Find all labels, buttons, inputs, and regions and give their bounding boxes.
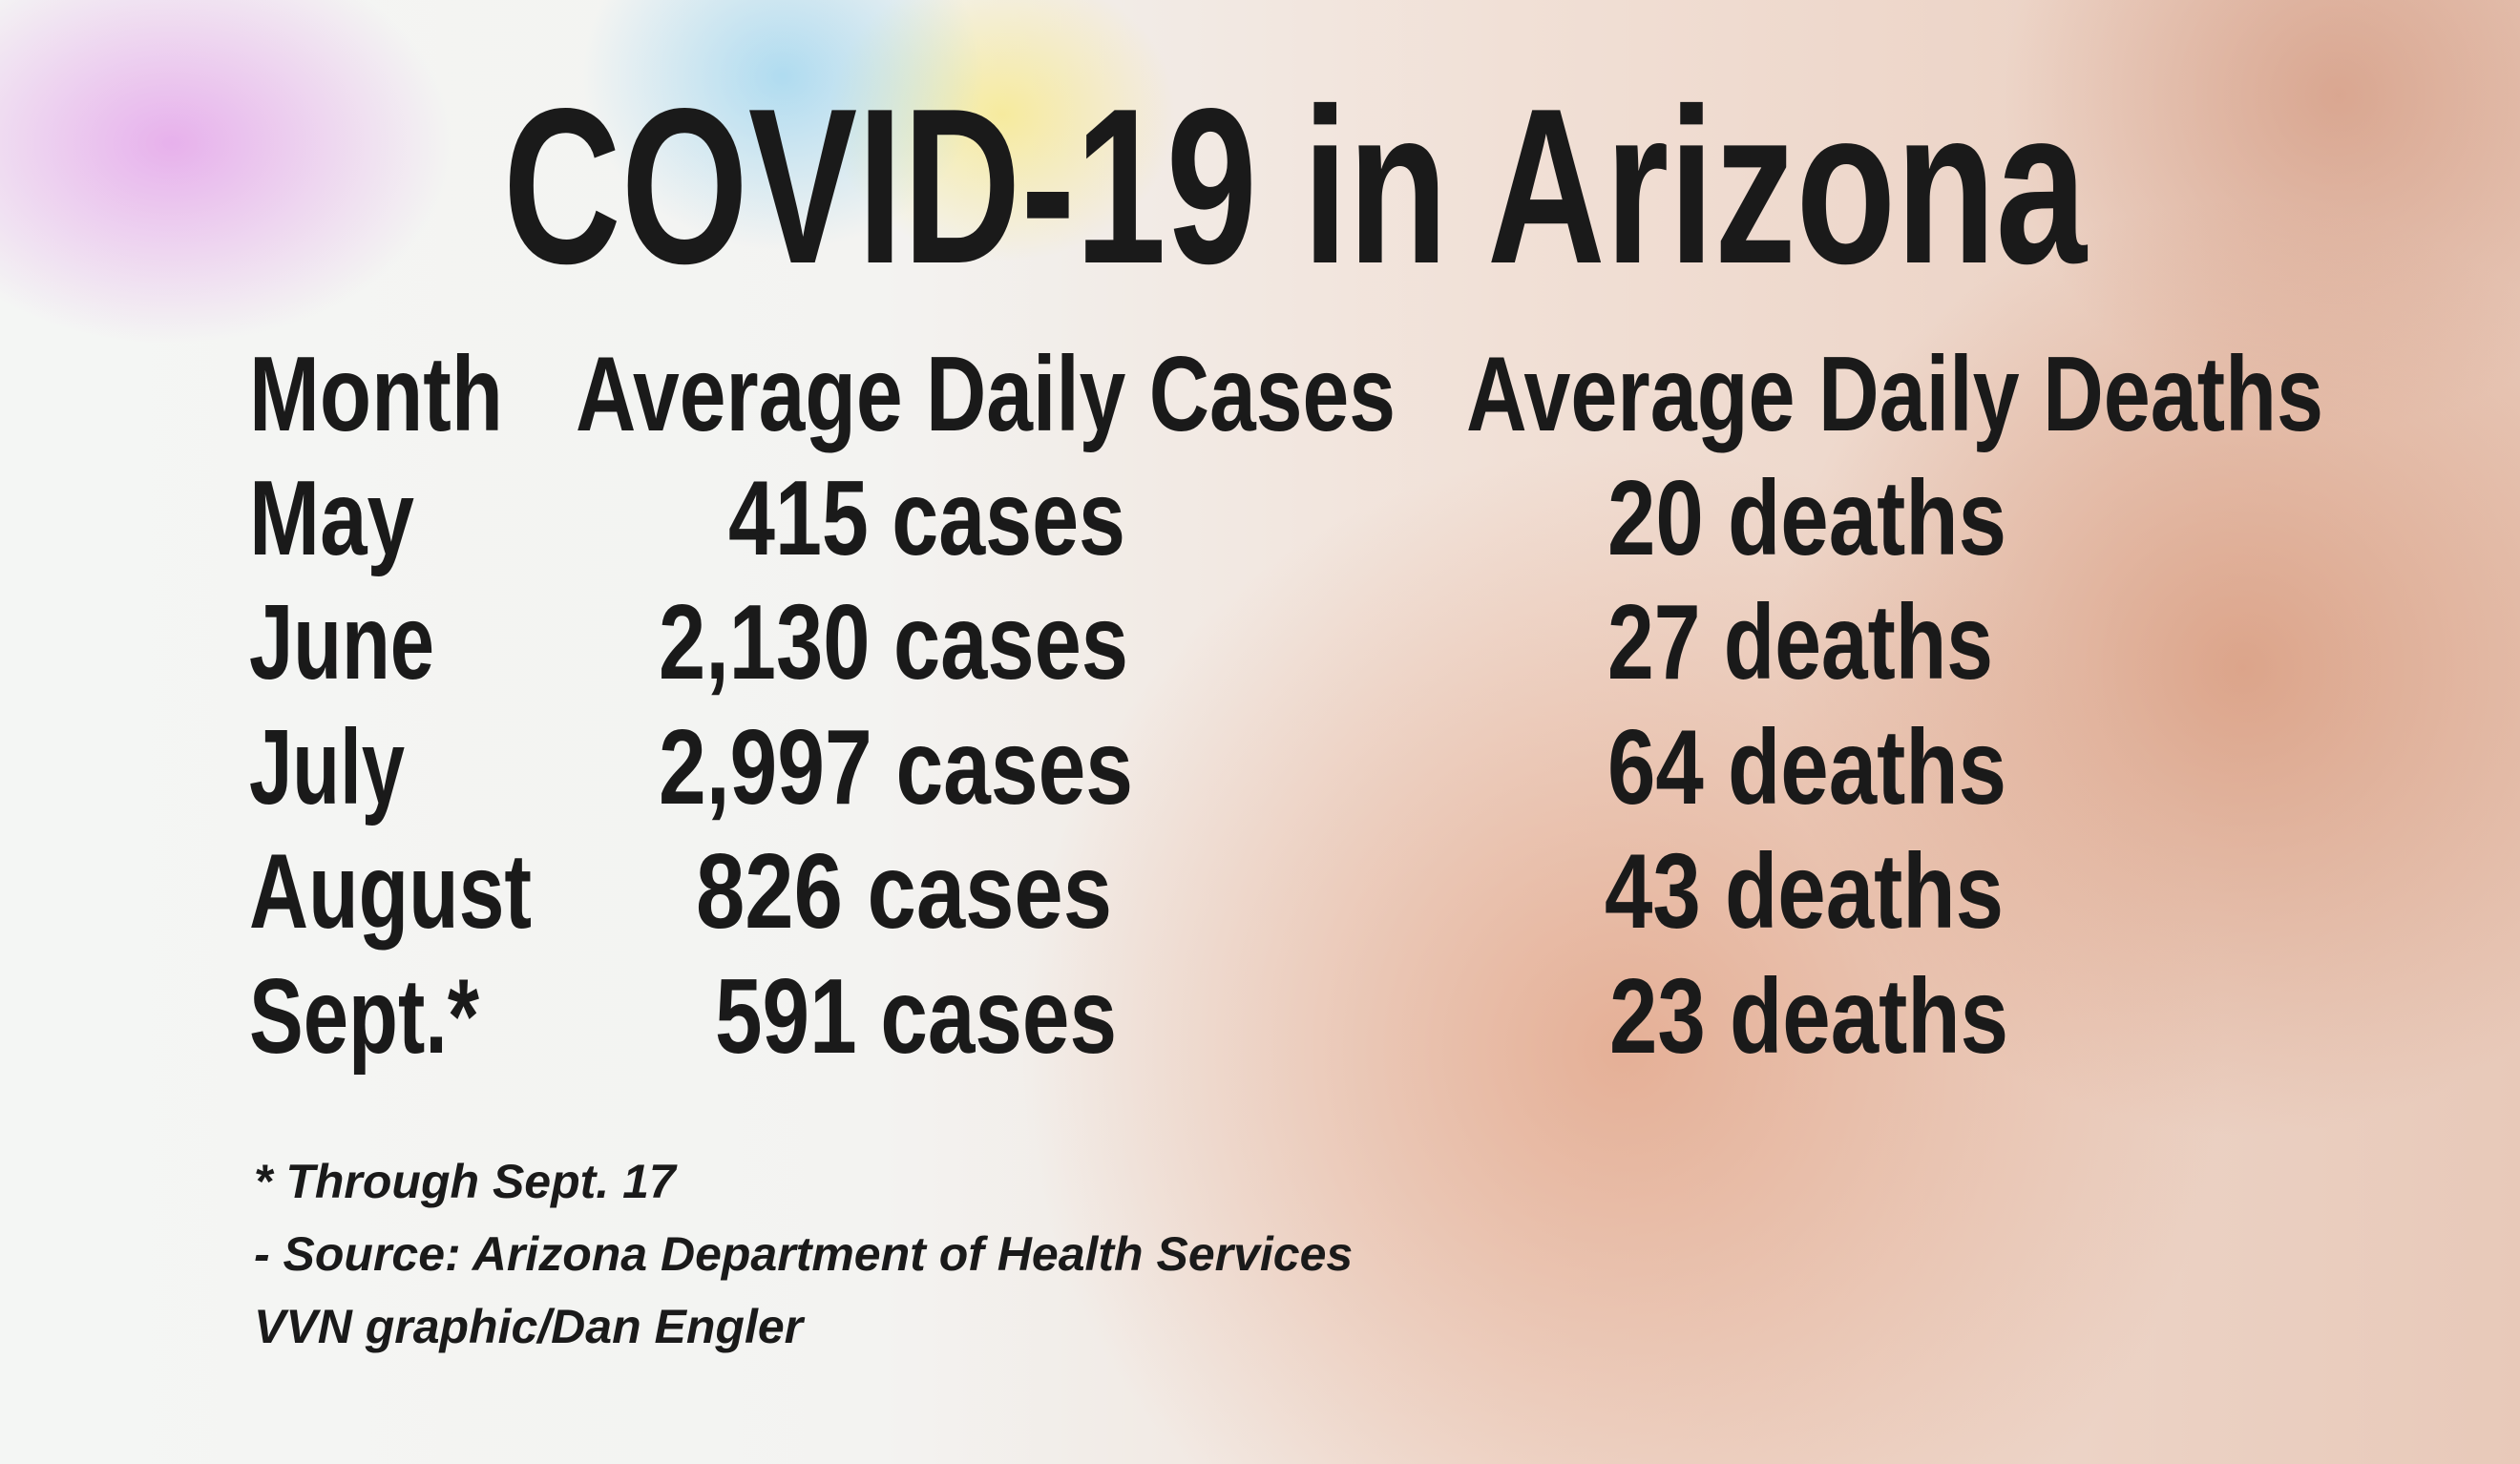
month-cell: June [249,583,434,701]
notes: * Through Sept. 17 - Source: Arizona Depa… [254,1155,1353,1353]
column-header: Average Daily Cases [576,335,1396,453]
cases-cell: 415 cases [728,459,1125,577]
month-cell: July [249,708,405,826]
cases-cell: 2,997 cases [659,708,1133,826]
deaths-cell: 20 deaths [1607,459,2006,577]
footnote: - Source: Arizona Department of Health S… [254,1227,1353,1281]
cases-cell: 591 cases [715,957,1117,1076]
cases-cell: 826 cases [696,832,1112,951]
deaths-cell: 64 deaths [1607,708,2006,826]
column-header: Month [249,335,503,453]
deaths-cell: 43 deaths [1605,832,2004,951]
data-table: Month Average Daily Cases Average Daily De… [249,335,2323,1076]
footnote: VVN graphic/Dan Engler [254,1300,806,1353]
title: COVID-19 in Arizona [503,63,2088,310]
cases-cell: 2,130 cases [659,583,1128,701]
month-cell: May [249,459,414,577]
deaths-cell: 27 deaths [1607,583,1993,701]
month-cell: August [249,832,532,951]
footnote: * Through Sept. 17 [254,1155,678,1208]
deaths-cell: 23 deaths [1609,957,2008,1076]
column-header: Average Daily Deaths [1466,335,2323,453]
month-cell: Sept.* [249,957,480,1076]
